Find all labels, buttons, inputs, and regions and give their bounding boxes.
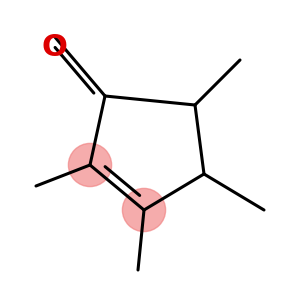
Text: O: O [41, 34, 67, 62]
Circle shape [122, 188, 166, 232]
Circle shape [68, 143, 112, 187]
